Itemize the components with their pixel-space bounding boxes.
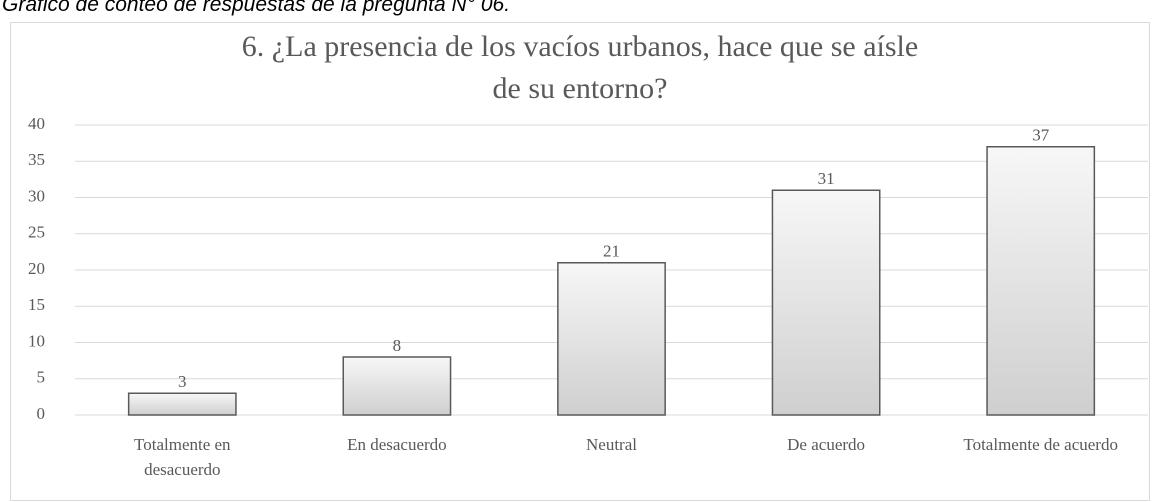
x-tick-label: Neutral bbox=[586, 435, 637, 454]
y-tick-label: 5 bbox=[37, 368, 46, 387]
y-tick-label: 25 bbox=[28, 223, 45, 242]
data-label: 21 bbox=[603, 242, 620, 261]
bar bbox=[342, 356, 452, 416]
y-tick-label: 35 bbox=[28, 150, 45, 169]
y-tick-label: 20 bbox=[28, 259, 45, 278]
x-tick-label: Totalmente en desacuerdo bbox=[134, 435, 231, 479]
bar bbox=[557, 262, 666, 416]
data-label: 37 bbox=[1032, 126, 1050, 145]
bar bbox=[127, 392, 237, 416]
x-tick-label: En desacuerdo bbox=[347, 435, 447, 454]
y-tick-label: 10 bbox=[28, 331, 45, 350]
y-tick-label: 40 bbox=[28, 114, 45, 133]
y-tick-label: 30 bbox=[28, 186, 45, 205]
x-tick-label: De acuerdo bbox=[787, 435, 866, 454]
caption: Gráfico de conteo de respuestas de la pr… bbox=[2, 0, 511, 16]
chart-title: 6. ¿La presencia de los vacíos urbanos, … bbox=[241, 30, 919, 105]
data-label: 31 bbox=[818, 169, 835, 188]
x-tick-label: Totalmente de acuerdo bbox=[963, 435, 1118, 454]
chart-frame bbox=[10, 22, 1150, 501]
y-tick-label: 0 bbox=[37, 404, 46, 423]
data-label: 8 bbox=[393, 336, 402, 355]
bar bbox=[986, 146, 1096, 416]
data-label: 3 bbox=[178, 372, 187, 391]
bar bbox=[771, 189, 881, 416]
y-tick-label: 15 bbox=[28, 295, 45, 314]
